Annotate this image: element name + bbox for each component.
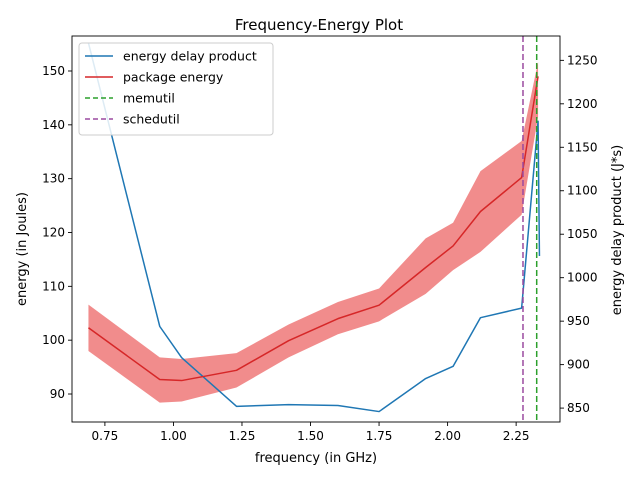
x-tick-label: 2.25 (503, 429, 530, 443)
legend-box (78, 42, 274, 136)
y-tick-label-right: 1050 (567, 227, 598, 241)
y-axis-label-left: energy (in Joules) (15, 192, 30, 306)
series-line-energy-delay-product (87, 42, 541, 413)
x-tick-label: 1.25 (229, 429, 256, 443)
y-tick-label-right: 950 (567, 314, 590, 328)
y-tick-label-right: 1200 (567, 97, 598, 111)
y-tick-label-right: 1150 (567, 140, 598, 154)
energy-band-layer (88, 61, 539, 403)
axes-frame (71, 35, 561, 423)
y-tick-label-left: 140 (42, 118, 65, 132)
y-tick-label-left: 130 (42, 172, 65, 186)
y-tick-label-left: 110 (42, 279, 65, 293)
y-axis-label-right: energy delay product (J*s) (610, 145, 625, 315)
x-axis-label: frequency (in GHz) (255, 451, 377, 466)
legend-label-schedutil: schedutil (123, 112, 180, 127)
y-tick-label-left: 90 (50, 387, 65, 401)
legend: energy delay product package energy memuti… (78, 42, 274, 136)
legend-label-energy-delay-product: energy delay product (123, 49, 257, 64)
y-tick-label-right: 1100 (567, 184, 598, 198)
x-tick-label: 1.50 (297, 429, 324, 443)
chart-title: Frequency-Energy Plot (235, 16, 403, 34)
y-tick-label-left: 120 (42, 225, 65, 239)
axes-layer: 0.75 1.00 1.25 1.50 1.75 2.00 2.25 90 100 110 120 1… (42, 35, 598, 443)
y-tick-label-right: 1000 (567, 271, 598, 285)
y-tick-label-right: 850 (567, 401, 590, 415)
y-tick-label-left: 100 (42, 333, 65, 347)
x-tick-label: 2.00 (434, 429, 461, 443)
series-lines-layer (87, 36, 541, 422)
y-tick-label-right: 900 (567, 358, 590, 372)
y-tick-label-left: 150 (42, 64, 65, 78)
series-band-package-energy (88, 61, 539, 403)
x-tick-label: 0.75 (92, 429, 119, 443)
legend-label-package-energy: package energy (123, 70, 224, 85)
legend-label-memutil: memutil (123, 91, 175, 106)
x-tick-label: 1.75 (366, 429, 393, 443)
x-tick-label: 1.00 (160, 429, 187, 443)
y-tick-label-right: 1250 (567, 53, 598, 67)
series-line-package-energy (88, 76, 539, 382)
